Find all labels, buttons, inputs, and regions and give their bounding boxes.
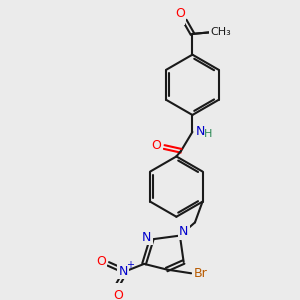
Text: O: O bbox=[174, 11, 184, 23]
Text: Br: Br bbox=[194, 267, 208, 280]
Text: N: N bbox=[196, 125, 206, 138]
Text: O: O bbox=[113, 290, 123, 300]
Text: N: N bbox=[179, 225, 188, 238]
Text: O: O bbox=[152, 139, 161, 152]
Text: O: O bbox=[175, 7, 185, 20]
Text: CH₃: CH₃ bbox=[210, 27, 231, 37]
Text: N: N bbox=[142, 231, 152, 244]
Text: N: N bbox=[119, 265, 128, 278]
Text: +: + bbox=[126, 260, 134, 270]
Text: H: H bbox=[204, 129, 212, 139]
Text: O: O bbox=[96, 256, 106, 268]
